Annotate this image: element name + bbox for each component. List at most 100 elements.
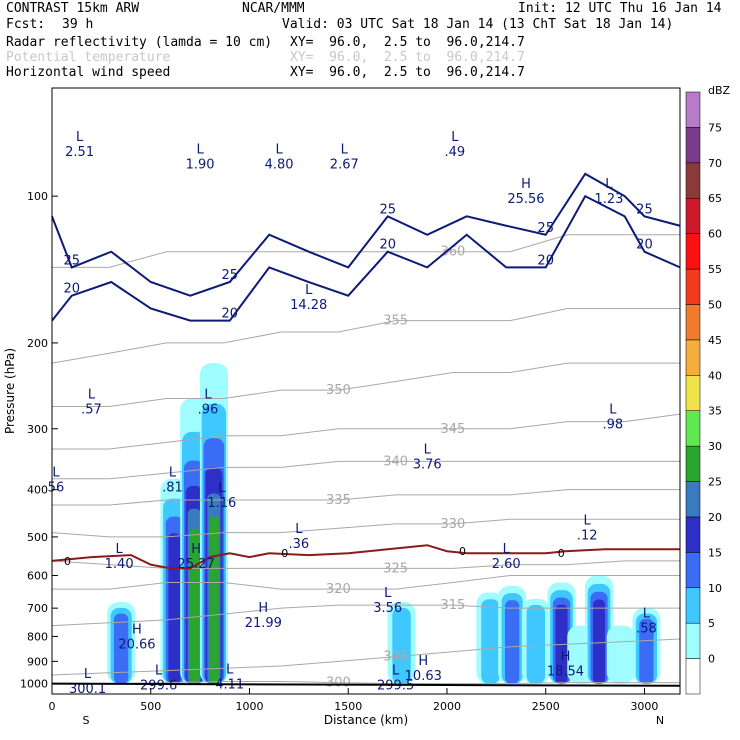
center-marker-h: H: [132, 623, 142, 638]
center-value: 3.76: [413, 457, 442, 472]
colorbar-label: 5: [708, 617, 715, 630]
center-marker-l: L: [392, 664, 400, 679]
y-tick-label: 700: [27, 602, 48, 615]
colorbar-swatch: [685, 162, 701, 199]
freezing-level-label: 0: [281, 547, 288, 560]
wind-contour-label-25: 25: [379, 202, 396, 217]
center-marker-l: L: [76, 130, 84, 145]
colorbar-label: 45: [708, 334, 722, 347]
center-marker-l: L: [155, 664, 163, 679]
isentrope-label-315: 315: [440, 598, 465, 613]
reflectivity-column-11-5: [606, 625, 635, 684]
center-value: .49: [445, 145, 466, 160]
center-value: 1.90: [186, 158, 215, 173]
x-tick-label: 3000: [630, 700, 658, 713]
center-marker-l: L: [643, 607, 651, 622]
center-value: 2.67: [330, 158, 359, 173]
isentrope-305: [51, 638, 681, 676]
x-tick-label: 500: [140, 700, 161, 713]
center-value: 299.5: [377, 679, 414, 694]
wind-contour-label-20: 20: [221, 307, 238, 322]
isentrope-label-325: 325: [383, 561, 408, 576]
valid-time: Valid: 03 UTC Sat 18 Jan 14 (13 ChT Sat …: [282, 17, 674, 32]
center-value: .36: [289, 537, 310, 552]
center-value: 14.28: [290, 298, 327, 313]
colorbar-label: 25: [708, 476, 722, 489]
center-marker-h: H: [191, 542, 201, 557]
isentrope-345: [52, 413, 681, 450]
center-value: 2.51: [65, 145, 94, 160]
colorbar-label: 30: [708, 440, 722, 453]
colorbar-swatch: [685, 268, 701, 305]
center-marker-l: L: [451, 130, 459, 145]
center-marker-h: H: [258, 601, 268, 616]
freezing-level-label: 0: [64, 555, 71, 568]
center-value: 300.1: [69, 682, 106, 697]
field-name-theta: Potential temperature: [6, 50, 171, 65]
x-tick-label: 2000: [433, 700, 461, 713]
center-marker-h: H: [521, 177, 531, 192]
center-value: 2.60: [492, 557, 521, 572]
center-value: 10.63: [405, 669, 442, 684]
center-marker-l: L: [305, 283, 313, 298]
center-marker-l: L: [384, 586, 392, 601]
center-value: 1.23: [594, 192, 623, 207]
reflectivity-column-5-10: [481, 599, 500, 684]
x-axis-label: Distance (km): [324, 713, 408, 727]
colorbar-swatch: [685, 339, 701, 376]
center-marker-l: L: [605, 177, 613, 192]
colorbar-label: 55: [708, 263, 722, 276]
isentrope-label-355: 355: [383, 314, 408, 329]
center-marker-l: L: [584, 514, 592, 529]
center-value: .96: [198, 402, 219, 417]
wind-contour-label-20: 20: [636, 238, 653, 253]
center-marker-l: L: [88, 387, 96, 402]
colorbar-label: 60: [708, 228, 722, 241]
isentrope-300: [52, 681, 680, 685]
wind-contour-25: [51, 172, 681, 297]
isentrope-350: [52, 362, 680, 407]
center-value: 56: [48, 480, 65, 495]
center-value: 25.27: [178, 557, 215, 572]
center-value: .98: [603, 418, 624, 433]
freezing-level-label: 0: [459, 545, 466, 558]
isentrope-360: [52, 234, 680, 268]
colorbar-swatch: [685, 445, 701, 482]
colorbar-label: 20: [708, 511, 722, 524]
colorbar-swatch: [685, 197, 701, 234]
center-value: 18.54: [547, 664, 584, 679]
wind-contour-label-20: 20: [537, 253, 554, 268]
y-tick-label: 600: [27, 570, 48, 583]
isentrope-335: [52, 489, 680, 506]
wind-contour-label-25: 25: [636, 202, 653, 217]
center-marker-l: L: [84, 667, 92, 682]
center-marker-l: L: [226, 663, 234, 678]
y-tick-label: 500: [27, 531, 48, 544]
colorbar-swatch: [685, 410, 701, 447]
colorbar-swatch: [685, 304, 701, 341]
center-marker-l: L: [424, 442, 432, 457]
center-marker-l: L: [295, 522, 303, 537]
colorbar-swatch: [685, 233, 701, 270]
x-end-label-right: N: [656, 714, 664, 727]
colorbar-label: 70: [708, 157, 722, 170]
colorbar-label: 65: [708, 192, 722, 205]
colorbar-label: 50: [708, 298, 722, 311]
x-tick-label: 1500: [334, 700, 362, 713]
y-tick-label: 400: [27, 484, 48, 497]
isentrope-label-350: 350: [326, 383, 351, 398]
center-marker-l: L: [503, 542, 511, 557]
plot-frame: [51, 87, 681, 695]
x-tick-label: 1000: [235, 700, 263, 713]
reflectivity-column-1-20: [168, 533, 181, 684]
colorbar-label: 75: [708, 121, 722, 134]
colorbar-swatch: [685, 481, 701, 518]
colorbar-swatch: [685, 622, 701, 659]
isentrope-label-340: 340: [383, 454, 408, 469]
isentrope-330: [51, 518, 680, 538]
isentrope-355: [51, 308, 680, 364]
y-axis-label: Pressure (hPa): [3, 348, 17, 434]
wind-contour-label-20: 20: [63, 282, 80, 297]
center-value: 20.66: [118, 638, 155, 653]
